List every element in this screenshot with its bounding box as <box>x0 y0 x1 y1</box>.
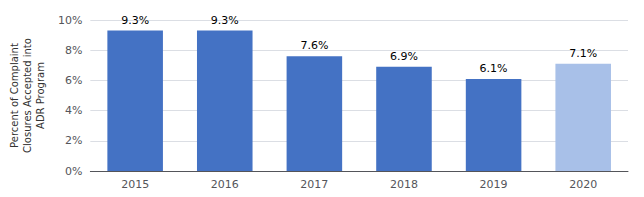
svg-text:9.3%: 9.3% <box>121 14 149 27</box>
svg-text:Closures Accepted into: Closures Accepted into <box>22 38 33 153</box>
svg-text:6.1%: 6.1% <box>480 62 508 75</box>
svg-text:4%: 4% <box>65 104 82 117</box>
svg-text:2015: 2015 <box>121 178 149 191</box>
svg-text:2016: 2016 <box>211 178 239 191</box>
svg-text:2%: 2% <box>65 134 82 147</box>
svg-text:8%: 8% <box>65 44 82 57</box>
svg-text:2017: 2017 <box>300 178 328 191</box>
svg-text:7.1%: 7.1% <box>569 47 597 60</box>
svg-text:0%: 0% <box>65 165 82 178</box>
svg-text:Percent of Complaint: Percent of Complaint <box>9 43 20 148</box>
svg-text:ADR Program: ADR Program <box>35 62 46 129</box>
svg-text:2019: 2019 <box>480 178 508 191</box>
svg-text:7.6%: 7.6% <box>300 39 328 52</box>
svg-text:2018: 2018 <box>390 178 418 191</box>
svg-text:2020: 2020 <box>569 178 597 191</box>
svg-text:10%: 10% <box>58 14 82 27</box>
svg-text:6.9%: 6.9% <box>390 50 418 63</box>
svg-text:9.3%: 9.3% <box>211 14 239 27</box>
svg-text:6%: 6% <box>65 74 82 87</box>
